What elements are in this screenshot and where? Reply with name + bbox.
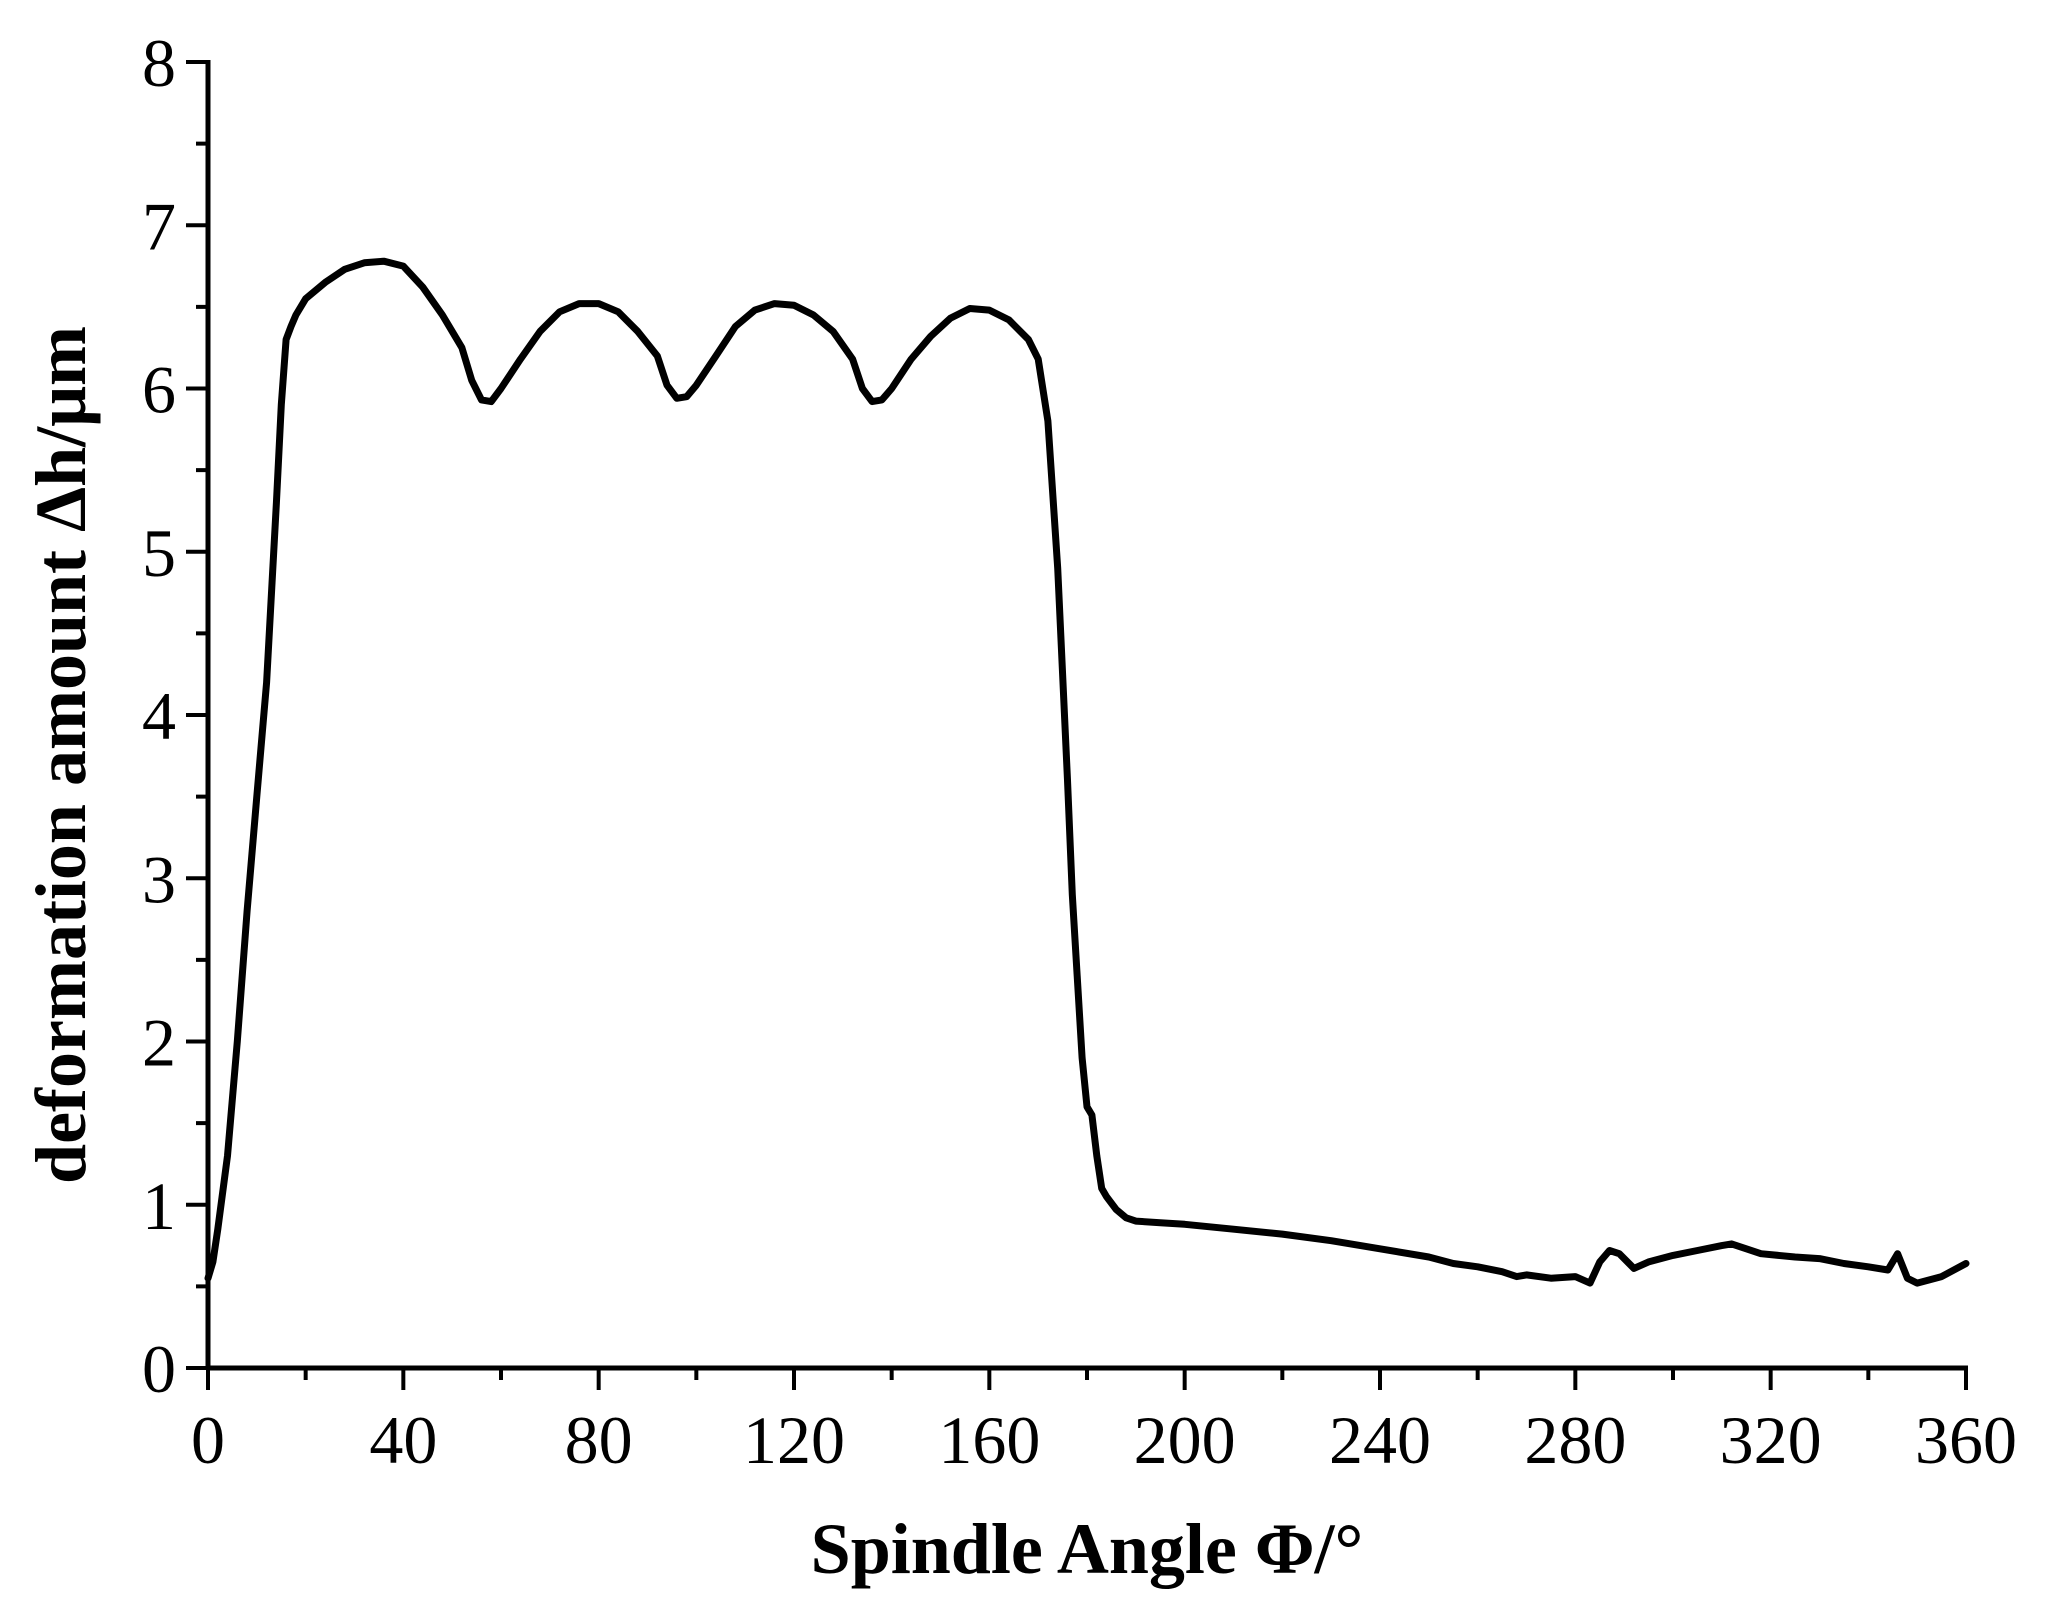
axes [205,60,1968,1371]
y-tick-label: 8 [142,25,176,101]
y-tick-label: 7 [142,188,176,264]
x-tick-label: 160 [938,1402,1040,1478]
y-tick-label: 2 [142,1005,176,1081]
series-group [204,257,1970,1287]
y-axis-title: deformation amount Δh/μm [21,326,101,1184]
y-tick-label: 6 [142,352,176,428]
x-tick-label: 320 [1720,1402,1822,1478]
y-tick-label: 1 [142,1168,176,1244]
x-tick-label: 360 [1915,1402,2017,1478]
series-line [204,257,1970,1287]
y-tick-label: 4 [142,678,176,754]
x-tick-label: 200 [1134,1402,1236,1478]
y-tick-label: 3 [142,841,176,917]
tick-labels: 0 40 80 120 160 200 240 280 320 360 0 1 2 3 4 5 6 7 8 [142,25,2017,1478]
y-tick-label: 5 [142,515,176,591]
x-tick-label: 40 [369,1402,437,1478]
x-tick-label: 80 [565,1402,633,1478]
y-tick-label: 0 [142,1331,176,1407]
x-tick-label: 240 [1329,1402,1431,1478]
x-axis-title: Spindle Angle Φ/° [811,1509,1364,1589]
x-tick-label: 280 [1524,1402,1626,1478]
x-tick-label: 120 [743,1402,845,1478]
ticks [186,60,1968,1390]
x-tick-label: 0 [191,1402,225,1478]
